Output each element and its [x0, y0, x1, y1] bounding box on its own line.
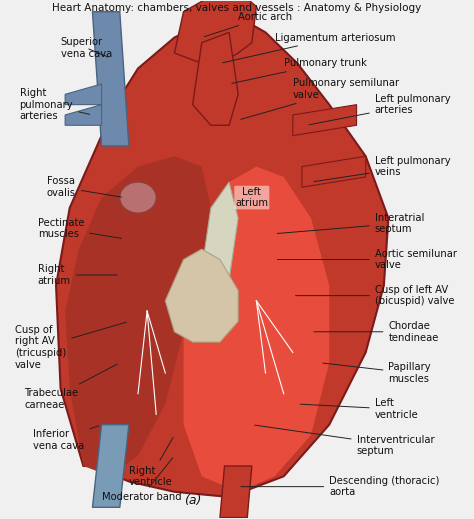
Text: Left
ventricle: Left ventricle: [300, 399, 419, 420]
Polygon shape: [92, 425, 129, 507]
Polygon shape: [183, 167, 329, 492]
Text: Ligamentum arteriosum: Ligamentum arteriosum: [223, 33, 395, 63]
Text: Inferior
vena cava: Inferior vena cava: [33, 426, 99, 451]
Text: Descending (thoracic)
aorta: Descending (thoracic) aorta: [241, 476, 439, 497]
Polygon shape: [202, 182, 238, 321]
Polygon shape: [302, 156, 365, 187]
Polygon shape: [174, 0, 256, 63]
Text: Pulmonary trunk: Pulmonary trunk: [232, 58, 366, 84]
Polygon shape: [92, 12, 129, 146]
Text: Left pulmonary
veins: Left pulmonary veins: [314, 156, 450, 182]
Text: Interatrial
septum: Interatrial septum: [277, 213, 424, 234]
Text: Superior
vena cava: Superior vena cava: [61, 37, 112, 59]
Polygon shape: [192, 32, 238, 125]
Text: Cusp of
right AV
(tricuspid)
valve: Cusp of right AV (tricuspid) valve: [15, 322, 126, 370]
Text: Pulmonary semilunar
valve: Pulmonary semilunar valve: [241, 78, 399, 119]
Text: Interventricular
septum: Interventricular septum: [255, 425, 434, 456]
Text: Left pulmonary
arteries: Left pulmonary arteries: [309, 94, 450, 125]
Text: Heart Anatomy: chambers, valves and vessels : Anatomy & Physiology: Heart Anatomy: chambers, valves and vess…: [52, 3, 422, 12]
Polygon shape: [65, 105, 101, 125]
Text: Right
ventricle: Right ventricle: [129, 438, 173, 487]
Text: Chordae
tendineae: Chordae tendineae: [314, 321, 439, 343]
Polygon shape: [65, 156, 211, 476]
Text: Moderator band: Moderator band: [101, 458, 181, 502]
Text: Right
atrium: Right atrium: [38, 264, 117, 286]
Text: Right
pulmonary
arteries: Right pulmonary arteries: [19, 88, 90, 121]
Text: (a): (a): [184, 494, 201, 507]
Polygon shape: [65, 84, 101, 105]
Text: Pectinate
muscles: Pectinate muscles: [38, 218, 122, 239]
Polygon shape: [165, 249, 238, 342]
Polygon shape: [220, 466, 252, 517]
Text: Fossa
ovalis: Fossa ovalis: [47, 176, 122, 198]
Ellipse shape: [120, 182, 156, 213]
Text: Left
atrium: Left atrium: [235, 187, 268, 208]
Polygon shape: [56, 17, 388, 497]
Text: Aortic semilunar
valve: Aortic semilunar valve: [277, 249, 457, 270]
Polygon shape: [293, 105, 356, 135]
Text: Trabeculae
carneae: Trabeculae carneae: [24, 364, 118, 409]
Text: Papillary
muscles: Papillary muscles: [323, 362, 431, 384]
Text: Cusp of left AV
(bicuspid) valve: Cusp of left AV (bicuspid) valve: [296, 285, 454, 306]
Text: Aortic arch: Aortic arch: [204, 12, 292, 37]
